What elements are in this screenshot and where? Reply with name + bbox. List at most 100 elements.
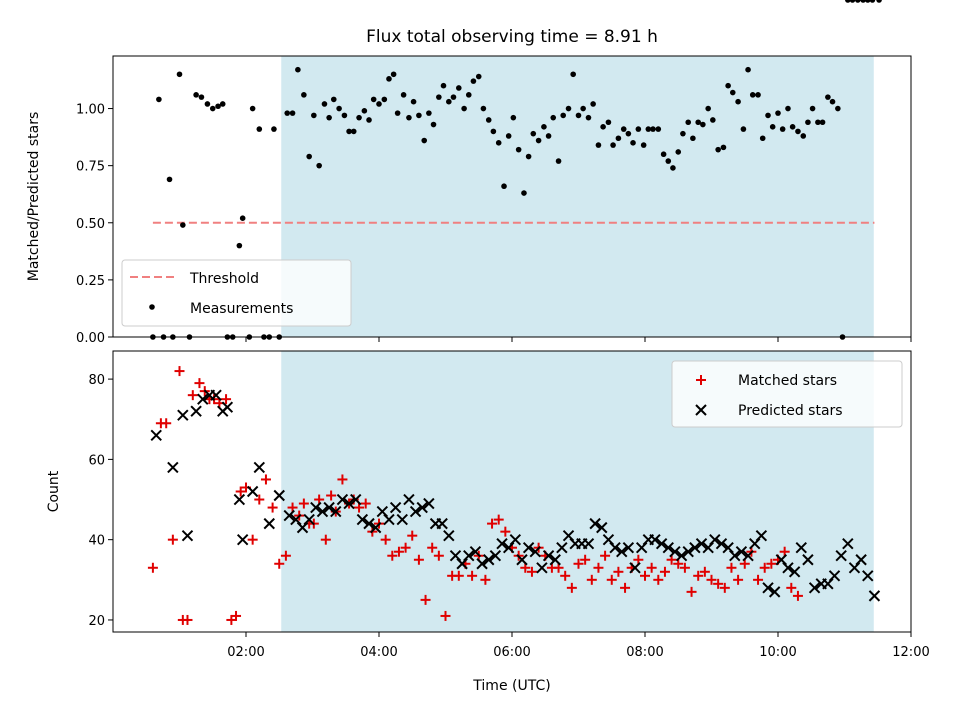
measurement-point <box>595 142 602 148</box>
legend-measurement-label: Measurements <box>190 301 293 317</box>
measurement-point <box>835 105 841 112</box>
predicted-star-point <box>330 505 342 518</box>
measurement-point <box>321 101 328 107</box>
matched-star-point <box>440 610 451 621</box>
matched-star-point <box>407 530 418 541</box>
measurement-point <box>876 0 882 3</box>
measurement-point <box>301 92 307 98</box>
matched-star-point <box>686 586 697 597</box>
predicted-star-point <box>403 493 415 506</box>
x-tick-label: 02:00 <box>227 645 264 660</box>
measurement-point <box>193 92 199 98</box>
matched-star-point <box>560 570 571 581</box>
y-tick-label: 0.75 <box>76 160 105 175</box>
measurement-point <box>625 130 632 137</box>
legend-threshold-label: Threshold <box>189 271 259 287</box>
predicted-star-point <box>715 537 728 550</box>
measurement-point <box>665 158 672 164</box>
predicted-star-point <box>221 401 234 413</box>
predicted-star-point <box>828 570 841 582</box>
matched-star-point <box>566 582 577 593</box>
measurement-point <box>180 222 186 228</box>
predicted-star-point <box>236 533 249 546</box>
predicted-star-point <box>556 541 568 554</box>
measurement-point <box>600 124 606 130</box>
predicted-star-point <box>582 537 595 550</box>
predicted-star-point <box>529 546 541 558</box>
measurement-point <box>650 126 656 132</box>
matched-star-point <box>613 566 624 577</box>
predicted-star-point <box>675 550 688 562</box>
measurement-point <box>436 94 442 100</box>
measurement-point <box>350 128 357 135</box>
measurement-point <box>249 105 256 112</box>
predicted-star-point <box>343 497 355 510</box>
matched-star-point <box>380 534 391 545</box>
measurement-point <box>740 126 747 132</box>
matched-star-point <box>467 570 478 581</box>
predicted-star-point <box>310 501 322 514</box>
predicted-star-point <box>197 393 209 405</box>
matched-star-point <box>679 562 690 573</box>
measurement-point <box>645 126 652 132</box>
bottom-y-axis-label: Count <box>46 470 62 512</box>
top-y-axis-label: Matched/Predicted stars <box>26 112 42 282</box>
matched-star-point <box>147 562 158 573</box>
matched-star-point <box>713 578 724 589</box>
matched-star-point <box>480 574 491 585</box>
predicted-star-point <box>655 537 668 550</box>
x-tick-label: 08:00 <box>626 645 663 660</box>
predicted-star-point <box>336 493 349 506</box>
measurement-point <box>361 108 368 114</box>
matched-star-point <box>187 390 198 401</box>
matched-star-point <box>573 558 584 569</box>
matched-star-point <box>320 534 331 545</box>
predicted-star-point <box>273 489 285 502</box>
predicted-star-point <box>181 529 194 542</box>
predicted-star-point <box>396 513 408 526</box>
matched-star-point <box>420 594 431 605</box>
measurement-point <box>745 66 751 73</box>
measurement-point <box>381 96 388 103</box>
predicted-star-point <box>177 409 189 421</box>
measurement-point <box>869 0 876 3</box>
measurement-point <box>779 126 786 132</box>
measurement-point <box>775 110 781 116</box>
matched-star-point <box>280 550 291 561</box>
measurement-point <box>710 117 716 123</box>
measurement-point <box>461 105 467 112</box>
measurement-point <box>749 92 756 98</box>
measurement-point <box>204 101 211 107</box>
legend-box <box>121 259 352 327</box>
predicted-star-point <box>210 389 222 401</box>
measurement-point <box>306 153 312 160</box>
measurement-point <box>655 126 662 132</box>
matched-star-point <box>231 610 242 621</box>
predicted-star-point <box>662 541 674 554</box>
predicted-star-point <box>253 461 266 474</box>
predicted-star-point <box>622 541 635 554</box>
y-tick-label: 0.50 <box>76 217 105 232</box>
measurement-point <box>400 92 407 98</box>
measurement-point <box>505 133 512 139</box>
measurement-point <box>545 133 552 139</box>
measurement-point <box>605 119 612 126</box>
matched-star-point <box>260 474 271 485</box>
measurement-point <box>675 149 682 155</box>
measurement-point <box>615 135 622 142</box>
matched-star-point <box>719 582 730 593</box>
matched-star-point <box>659 566 670 577</box>
measurement-point <box>215 103 221 110</box>
measurement-point <box>209 105 216 112</box>
matched-star-point <box>586 574 597 585</box>
measurement-point <box>735 98 741 105</box>
measurement-point <box>845 0 851 3</box>
predicted-star-point <box>536 562 548 574</box>
measurement-point <box>680 130 686 137</box>
matched-star-point <box>706 574 717 585</box>
x-tick-label: 04:00 <box>360 645 397 660</box>
matched-star-point <box>167 534 178 545</box>
predicted-star-point <box>489 550 502 562</box>
matched-star-point <box>235 486 246 497</box>
